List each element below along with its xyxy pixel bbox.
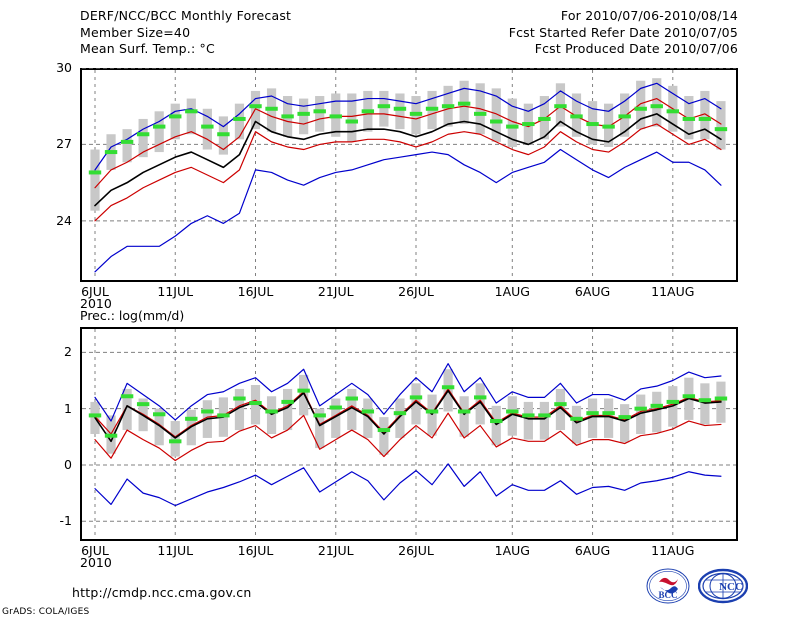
member-size-label: Member Size=40 xyxy=(80,24,191,40)
y-tick-label: 27 xyxy=(56,136,72,152)
x-tick-label: 11AUG xyxy=(651,284,695,299)
x-tick-label: 6AUG xyxy=(574,543,611,558)
logo-row: BCC NCC xyxy=(646,568,756,604)
x-tick-label: 1AUG xyxy=(494,284,530,299)
source-url[interactable]: http://cmdp.ncc.cma.gov.cn xyxy=(72,585,252,600)
bottom-panel-unit-label: Prec.: log(mm/d) xyxy=(80,308,185,323)
ncc-logo: NCC xyxy=(697,568,749,608)
y-tick-label: 24 xyxy=(56,212,72,228)
x-tick-label: 11AUG xyxy=(651,543,695,558)
y-tick-label: 0 xyxy=(64,456,72,472)
precipitation-plot-canvas xyxy=(82,329,736,539)
x-tick-label: 16JUL xyxy=(237,284,274,299)
svg-text:NCC: NCC xyxy=(719,581,743,593)
x-tick-label: 26JUL xyxy=(398,284,434,299)
chart-title: DERF/NCC/BCC Monthly Forecast xyxy=(80,8,292,23)
x-tick-label: 26JUL xyxy=(398,543,434,558)
x-tick-label: 6AUG xyxy=(574,284,611,299)
top-panel-unit-label: Mean Surf. Temp.: °C xyxy=(80,41,215,56)
fcst-started-label: Fcst Started Refer Date 2010/07/05 xyxy=(508,24,738,40)
forecast-range-label: For 2010/07/06-2010/08/14 xyxy=(560,8,738,23)
x-tick-label: 6JUL xyxy=(81,543,109,558)
x-tick-label: 1AUG xyxy=(494,543,530,558)
temperature-plot-panel xyxy=(80,68,738,282)
y-tick-label: -1 xyxy=(59,513,72,529)
precipitation-plot-panel xyxy=(80,327,738,541)
temperature-axis-year: 2010 xyxy=(80,296,112,311)
y-tick-label: 2 xyxy=(64,344,72,360)
x-tick-label: 6JUL xyxy=(81,284,109,299)
temperature-plot-canvas xyxy=(82,68,736,280)
x-tick-label: 21JUL xyxy=(317,543,354,558)
grads-credit: GrADS: COLA/IGES xyxy=(2,607,90,617)
y-tick-label: 30 xyxy=(56,60,72,75)
x-tick-label: 11JUL xyxy=(157,284,194,299)
bcc-logo: BCC xyxy=(646,568,690,608)
x-tick-label: 21JUL xyxy=(317,284,354,299)
x-tick-label: 16JUL xyxy=(237,543,274,558)
header-right-block: For 2010/07/06-2010/08/14 Fcst Started R… xyxy=(509,8,738,58)
svg-text:BCC: BCC xyxy=(658,590,677,600)
fcst-produced-label: Fcst Produced Date 2010/07/06 xyxy=(534,41,738,56)
y-tick-label: 1 xyxy=(64,400,72,416)
header-left-block: DERF/NCC/BCC Monthly Forecast Member Siz… xyxy=(80,8,291,58)
precipitation-axis-year: 2010 xyxy=(80,555,112,570)
x-tick-label: 11JUL xyxy=(157,543,194,558)
